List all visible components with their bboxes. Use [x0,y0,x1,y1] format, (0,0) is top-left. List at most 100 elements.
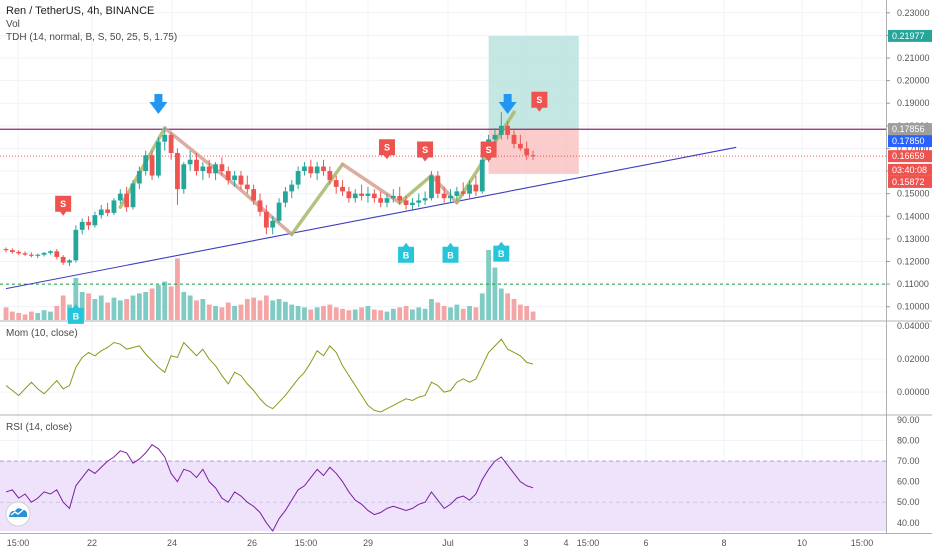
candle-body [276,202,282,221]
signal-tag-label: S [536,95,542,105]
mom-legend[interactable]: Mom (10, close) [6,328,78,339]
volume-bar [441,306,447,320]
volume-bar [232,306,237,320]
candle-body [200,166,206,172]
volume-bar [314,307,320,320]
volume-bar [486,250,491,320]
vol-legend[interactable]: Vol [6,19,20,30]
candle-body [397,195,403,201]
volume-bar [403,306,409,320]
mom-axis[interactable]: 0.04000 0.02000 0.00000 [897,321,930,397]
volume-bar [479,293,485,320]
price-tag: 0.17850 [888,135,932,148]
candle-body [67,260,72,263]
sell-signal: S [531,91,548,112]
candle-body [403,200,409,205]
time-axis-label: 4 [563,538,568,548]
tdh-legend[interactable]: TDH (14, normal, B, S, 50, 25, 5, 1.75) [6,32,177,43]
candle-body [9,250,15,252]
volume-bar [136,293,142,320]
candle-body [117,193,123,201]
zigzag-segment [232,182,294,237]
volume-bar [225,302,231,320]
rsi-axis-label: 50.00 [897,497,920,507]
signal-tag-label: S [384,143,390,153]
candle-body [105,209,110,213]
volume-bar [130,295,136,320]
volume-bar [175,258,180,320]
rsi-axis-label: 80.00 [897,436,920,446]
candle-body [232,175,237,181]
mom-axis-label: 0.02000 [897,354,930,364]
main-pane[interactable] [0,0,886,320]
candle-body [371,193,377,199]
volume-bar [162,281,168,320]
price-tag-bg [888,150,932,163]
volume-bar [251,297,257,320]
volume-bar [219,307,225,320]
volume-bar [321,306,326,320]
candle-body [48,251,53,253]
rsi-legend[interactable]: RSI (14, close) [6,422,72,433]
price-axis-label: 0.17000 [897,143,930,153]
signal-tag-shape [67,303,84,324]
time-axis[interactable]: 15:00 22 24 26 15:00 29 Jul 3 4 15:00 6 8 10 15:00 [7,538,874,548]
mom-pane[interactable] [0,322,886,414]
volume-bar [448,307,453,320]
volume-bar [327,304,333,320]
zigzag-segment [163,126,237,187]
volume-bar [333,307,339,320]
candle-body [194,159,199,172]
candle-body [130,183,136,208]
candle-body [111,200,117,213]
signal-tag-shape [398,242,415,263]
price-tag-label: 0.17856 [892,124,925,134]
candle-body [517,143,523,149]
candle-body [384,198,390,203]
volume-bar [213,306,218,320]
volume-bar [3,307,9,320]
candle-body [416,200,422,203]
volume-bar [22,314,28,320]
momentum-indicator [5,338,534,413]
candle-body [422,198,428,201]
rsi-axis[interactable]: 90.00 80.00 70.00 60.00 50.00 40.00 [897,415,920,528]
price-tag-label: 0.17850 [892,136,925,146]
candle-body [340,186,345,192]
candle-body [219,164,225,172]
candle-body [238,175,244,185]
candle-body [35,254,41,256]
price-axis-label: 0.10000 [897,302,930,312]
trendline[interactable] [5,146,737,290]
candle-body [92,215,98,226]
volume-bar [9,311,15,320]
volume-bar [422,308,428,320]
candle-body [460,191,466,194]
volume-bar [295,306,301,320]
volume-bar [168,286,174,320]
chart-title[interactable]: Ren / TetherUS, 4h, BINANCE [6,5,154,17]
candle-body [359,193,364,196]
signal-tag-shape [379,139,395,160]
volume-bar [511,299,517,320]
candle-body [524,148,530,156]
candle-body [16,251,22,254]
price-tag-label: 0.15872 [892,177,925,187]
volume-bar [378,310,384,320]
tradingview-logo[interactable] [5,501,31,527]
volume-bar [16,313,22,320]
candle-body [295,171,301,185]
price-tags: 0.21977 0.17856 0.17850 0.16659 03:40:08 0.15… [888,29,932,188]
candle-body [60,256,66,263]
volume-bar [117,300,123,320]
signal-tag-shape [417,141,434,162]
candle-body [283,191,288,203]
price-tag: 0.17856 [888,123,932,136]
volume-bar [60,295,66,320]
candle-body [530,155,536,157]
long-position-tool[interactable] [488,35,579,174]
rsi-axis-label: 40.00 [897,518,920,528]
candle-body [225,171,231,181]
buy-signal: B [442,242,459,263]
